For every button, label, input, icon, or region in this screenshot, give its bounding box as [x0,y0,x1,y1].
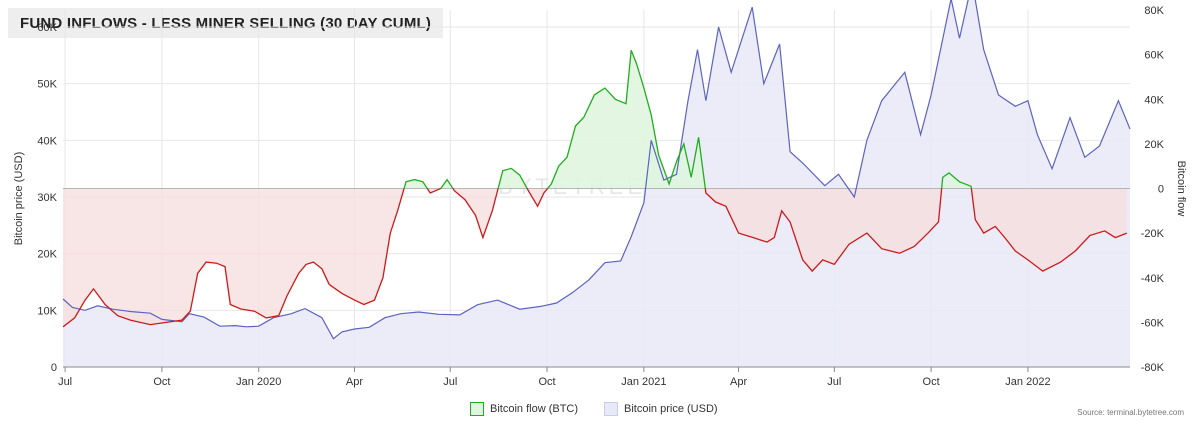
x-tick-label: Apr [730,376,747,388]
legend-swatch-price [604,402,619,416]
x-tick-label: Jul [58,376,72,388]
legend-swatch-flow [470,402,484,416]
flow-area-positive [63,50,1127,189]
left-y-tick-label: 0 [51,362,57,374]
legend: Bitcoin flow (BTC) Bitcoin price (USD) [470,402,718,416]
right-y-tick-label: -60K [1141,317,1165,329]
x-tick-label: Jan 2020 [236,376,281,388]
right-axis-title: Bitcoin flow [1175,161,1187,217]
x-tick-label: Jul [443,376,457,388]
left-axis-title: Bitcoin price (USD) [13,152,25,246]
right-y-tick-label: -20K [1141,228,1165,240]
right-y-tick-label: -40K [1141,273,1165,285]
x-tick-label: Jan 2022 [1005,376,1050,388]
left-y-tick-label: 20K [37,249,57,261]
price-line [62,0,1131,340]
left-y-tick-label: 30K [37,192,57,204]
right-y-tick-label: 40K [1144,94,1164,106]
left-y-tick-label: 10K [37,305,57,317]
x-tick-label: Oct [538,376,555,388]
right-y-tick-label: 20K [1144,139,1164,151]
right-y-tick-label: -80K [1141,362,1165,374]
legend-item-price[interactable]: Bitcoin price (USD) [604,402,718,416]
flow-area-negative [63,188,1127,327]
left-y-tick-label: 50K [37,79,57,91]
right-y-tick-label: 0 [1158,184,1164,196]
x-tick-label: Apr [346,376,363,388]
right-y-tick-label: 80K [1144,5,1164,17]
legend-label-flow: Bitcoin flow (BTC) [490,403,579,415]
legend-item-flow[interactable]: Bitcoin flow (BTC) [470,402,578,416]
left-y-tick-label: 60K [37,22,57,34]
left-y-tick-label: 40K [37,135,57,147]
right-y-tick-label: 60K [1144,50,1164,62]
x-tick-label: Oct [153,376,170,388]
price-area [63,0,1130,367]
x-tick-label: Jan 2021 [621,376,666,388]
legend-label-price: Bitcoin price (USD) [624,403,718,415]
flow-line-negative [63,188,1128,328]
x-tick-label: Jul [827,376,841,388]
source-note: Source: terminal.bytetree.com [1077,408,1184,417]
flow-line-positive [403,49,973,189]
x-tick-label: Oct [923,376,940,388]
